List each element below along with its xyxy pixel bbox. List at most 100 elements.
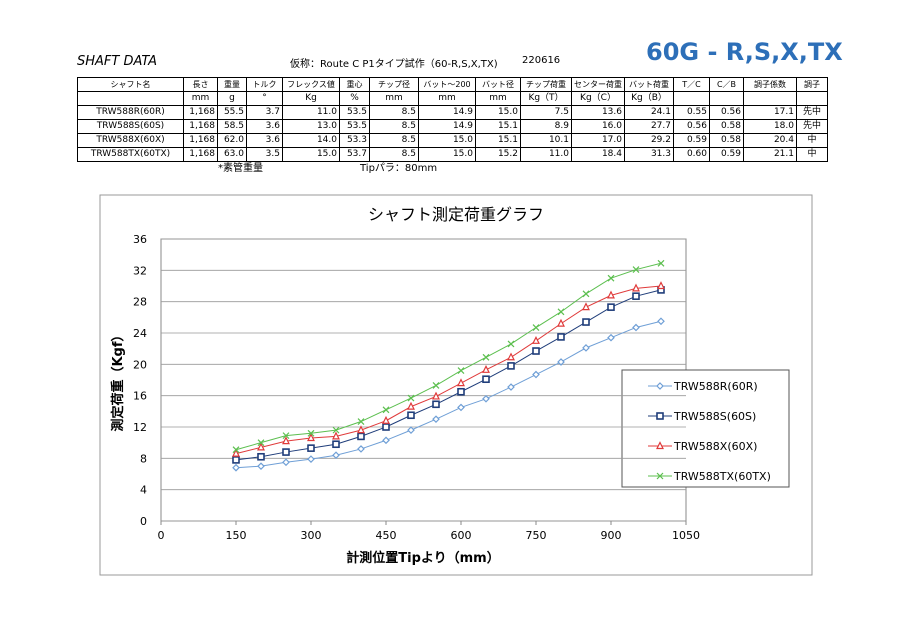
marker [432,400,440,409]
x-tick-label: 450 [376,529,397,542]
marker [607,290,615,299]
marker [457,403,465,412]
x-tick-label: 900 [601,529,622,542]
marker [657,259,665,267]
legend-label: TRW588R(60R) [673,380,758,393]
marker [382,415,390,424]
table-cell: 11.0 [520,147,572,162]
marker [232,463,240,472]
marker [482,375,490,384]
table-cell: 15.0 [418,147,476,162]
doc-date: 220616 [522,55,561,66]
marker [582,318,590,326]
badge: 60G - R,S,X,TX [646,38,843,66]
marker [257,442,265,451]
marker [432,415,440,424]
marker [457,367,465,375]
marker [307,433,315,442]
spec-table: シャフト名 長さ 重量 トルク フレックス値 重心 チップ径 バット～200 バット径 チップ荷重… [77,77,828,162]
marker [557,333,565,341]
marker [407,394,415,402]
marker [307,444,315,452]
marker [582,302,590,311]
marker [632,292,640,300]
marker [532,347,540,355]
marker [507,340,515,348]
legend-label: TRW588X(60X) [673,440,757,453]
y-tick-label: 24 [133,327,147,340]
marker [607,333,615,342]
marker [557,318,565,327]
marker [332,431,340,440]
series-line [235,285,662,455]
marker [332,426,340,434]
marker [257,439,265,447]
marker [357,432,365,441]
marker [482,394,490,403]
y-tick-label: 28 [133,296,147,309]
doc-subtitle: 仮称：Route C P1タイプ試作（60-R,S,X,TX) [290,59,498,70]
marker [382,436,390,445]
series-line [235,262,662,451]
y-tick-label: 12 [133,421,147,434]
y-tick-label: 36 [133,233,147,246]
note: Tipパラ：80mm [360,163,438,174]
marker [607,303,615,311]
marker [357,425,365,434]
marker [557,308,565,316]
marker [507,383,515,391]
legend-marker [656,382,664,390]
marker [232,456,240,464]
x-tick-label: 600 [451,529,472,542]
x-tick-label: 300 [301,529,322,542]
marker [282,448,290,456]
marker [307,455,315,463]
marker [382,406,390,414]
x-tick-label: 150 [226,529,247,542]
marker [282,432,290,440]
x-tick-label: 750 [526,529,547,542]
y-tick-label: 20 [133,358,147,371]
marker [257,452,265,461]
series-line [235,320,662,469]
y-axis-label: 測定荷重（Kgf） [110,328,126,431]
y-tick-label: 32 [133,264,147,277]
legend-marker [656,472,664,480]
y-tick-label: 8 [140,452,147,465]
x-tick-label: 1050 [672,529,700,542]
marker [582,290,590,298]
marker [257,462,265,471]
table-cell: 中 [796,133,828,148]
marker [432,391,440,400]
table-row: TRW588TX(60TX) 1,168 63.0 3.5 15.0 53.7 8.5 15.… [77,147,828,162]
marker [332,440,340,449]
marker [307,429,315,437]
marker [407,426,415,434]
y-tick-label: 0 [140,515,147,528]
y-tick-label: 4 [140,484,147,497]
y-tick-label: 16 [133,390,147,403]
marker [607,274,615,282]
marker [457,387,465,396]
table-row: mm g ° Kg% mm mm mm Kg（T） Kg（C） Kg（B） [77,91,828,106]
note: *素管重量 [218,163,263,174]
marker [282,436,290,445]
marker [232,448,240,457]
legend-marker [656,441,664,450]
marker [282,458,290,467]
marker [657,281,665,290]
marker [382,423,390,431]
table-cell: 中 [796,147,828,162]
doc-title: SHAFT DATA [77,54,158,69]
legend-marker [656,412,664,420]
marker [457,378,465,387]
marker [507,362,515,370]
marker [482,353,490,361]
marker [357,445,365,453]
marker [432,382,440,389]
marker [507,352,515,361]
marker [332,451,340,460]
table-cell: 1,168 [183,147,218,162]
